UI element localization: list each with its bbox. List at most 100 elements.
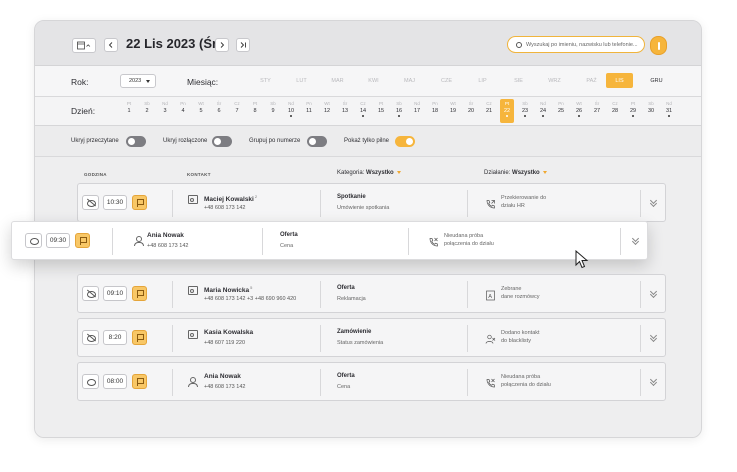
month-lut[interactable]: LUT xyxy=(296,77,307,84)
month-mar[interactable]: MAR xyxy=(331,77,344,84)
toggle-group-by-number[interactable] xyxy=(307,136,327,147)
weekday-label: Sb xyxy=(396,101,402,106)
contact-name[interactable]: Maria Nowicka5 xyxy=(204,285,252,294)
day-2[interactable]: Sb 2 xyxy=(140,99,154,123)
action-filter[interactable]: Działanie: Wszystko xyxy=(484,170,547,176)
day-number: 1 xyxy=(127,108,131,114)
toggle-hide-read[interactable] xyxy=(126,136,146,147)
category-name: Oferta xyxy=(337,373,355,379)
day-4[interactable]: Pn 4 xyxy=(176,99,190,123)
day-27[interactable]: Śr 27 xyxy=(590,99,604,123)
filter-toggles-row: Ukryj przeczytane Ukryj rozłączone Grupu… xyxy=(35,126,701,157)
chevron-down-icon[interactable] xyxy=(650,289,658,299)
eye-off-icon[interactable] xyxy=(82,330,99,345)
month-wrz[interactable]: WRZ xyxy=(548,77,561,84)
day-16[interactable]: Sb 16 xyxy=(392,99,406,123)
month-paź[interactable]: PAŹ xyxy=(586,77,597,84)
month-cze[interactable]: CZE xyxy=(441,77,452,84)
jump-to-today-button[interactable] xyxy=(236,38,250,52)
eye-off-icon[interactable] xyxy=(82,286,99,301)
day-7[interactable]: Cz 7 xyxy=(230,99,244,123)
toggle-hide-disconnected[interactable] xyxy=(212,136,232,147)
day-12[interactable]: Wt 12 xyxy=(320,99,334,123)
weekday-label: Nd xyxy=(666,101,672,106)
action-filter-label: Działanie: xyxy=(484,170,511,176)
day-15[interactable]: Pt 15 xyxy=(374,99,388,123)
divider xyxy=(467,369,468,396)
day-3[interactable]: Nd 3 xyxy=(158,99,172,123)
chevron-down-icon[interactable] xyxy=(650,333,658,343)
category-filter[interactable]: Kategoria: Wszystko xyxy=(337,170,401,176)
day-26[interactable]: Wt 26 xyxy=(572,99,586,123)
action-line-1: Zebrane xyxy=(501,286,522,292)
flag-icon[interactable] xyxy=(132,195,147,210)
call-row[interactable]: 08:00 Ania Nowak +48 608 173 142 Oferta Cena… xyxy=(77,362,666,401)
month-lip[interactable]: LIP xyxy=(478,77,487,84)
chevron-down-icon[interactable] xyxy=(632,236,640,246)
call-row[interactable]: 09:30 Ania Nowak +48 608 173 142 Oferta Cena… xyxy=(11,221,648,260)
call-row[interactable]: 8:20 Kasia Kowalska +48 607 119 220 Zamówie… xyxy=(77,318,666,357)
day-9[interactable]: Sb 9 xyxy=(266,99,280,123)
day-19[interactable]: Wt 19 xyxy=(446,99,460,123)
day-11[interactable]: Pn 11 xyxy=(302,99,316,123)
day-number: 31 xyxy=(665,108,673,114)
next-day-button[interactable] xyxy=(215,38,229,52)
day-21[interactable]: Cz 21 xyxy=(482,99,496,123)
divider xyxy=(172,325,173,352)
day-number: 9 xyxy=(271,108,275,114)
day-18[interactable]: Pn 18 xyxy=(428,99,442,123)
search-input[interactable]: Wyszukaj po imieniu, nazwisku lub telefo… xyxy=(507,36,645,53)
eye-icon[interactable] xyxy=(25,233,42,248)
month-maj[interactable]: MAJ xyxy=(404,77,415,84)
toggle-only-urgent[interactable] xyxy=(395,136,415,147)
flag-icon[interactable] xyxy=(132,374,147,389)
divider xyxy=(172,369,173,396)
previous-day-button[interactable] xyxy=(104,38,118,52)
flag-icon[interactable] xyxy=(132,286,147,301)
day-14[interactable]: Cz 14 xyxy=(356,99,370,123)
flag-icon[interactable] xyxy=(75,233,90,248)
day-5[interactable]: Wt 5 xyxy=(194,99,208,123)
has-calls-dot xyxy=(524,115,526,117)
day-25[interactable]: Pn 25 xyxy=(554,99,568,123)
day-30[interactable]: Sb 30 xyxy=(644,99,658,123)
month-gru[interactable]: GRU xyxy=(650,77,663,84)
year-select[interactable]: 2023 xyxy=(120,74,156,88)
weekday-label: Sb xyxy=(144,101,150,106)
urgent-alert-button[interactable] xyxy=(650,36,667,55)
day-28[interactable]: Cz 28 xyxy=(608,99,622,123)
day-31[interactable]: Nd 31 xyxy=(662,99,676,123)
day-23[interactable]: Sb 23 xyxy=(518,99,532,123)
day-number: 8 xyxy=(253,108,257,114)
day-13[interactable]: Śr 13 xyxy=(338,99,352,123)
calendar-toggle-button[interactable] xyxy=(72,38,96,53)
chevron-down-icon[interactable] xyxy=(650,198,658,208)
contact-name[interactable]: Ania Nowak xyxy=(204,373,241,380)
month-kwi[interactable]: KWI xyxy=(368,77,379,84)
day-6[interactable]: Śr 6 xyxy=(212,99,226,123)
call-row[interactable]: 09:10 Maria Nowicka5 +48 608 173 142 +3 +4… xyxy=(77,274,666,313)
day-10[interactable]: Nd 10 xyxy=(284,99,298,123)
contact-name[interactable]: Maciej Kowalski2 xyxy=(204,194,257,203)
day-24[interactable]: Nd 24 xyxy=(536,99,550,123)
day-20[interactable]: Śr 20 xyxy=(464,99,478,123)
chevron-down-icon[interactable] xyxy=(650,377,658,387)
day-17[interactable]: Nd 17 xyxy=(410,99,424,123)
flag-icon[interactable] xyxy=(132,330,147,345)
day-number: 19 xyxy=(449,108,457,114)
contact-name[interactable]: Kasia Kowalska xyxy=(204,329,253,336)
has-calls-dot xyxy=(398,115,400,117)
day-22[interactable]: Pt 22 xyxy=(500,99,514,123)
month-sie[interactable]: SIE xyxy=(514,77,523,84)
eye-icon[interactable] xyxy=(82,374,99,389)
day-1[interactable]: Pt 1 xyxy=(122,99,136,123)
call-row[interactable]: 10:30 Maciej Kowalski2 +48 608 173 142 Spot… xyxy=(77,183,666,222)
day-29[interactable]: Pt 29 xyxy=(626,99,640,123)
month-lis[interactable]: LIS xyxy=(606,73,633,88)
day-number: 15 xyxy=(377,108,385,114)
day-8[interactable]: Pt 8 xyxy=(248,99,262,123)
day-row: Dzień: Pt 1 Sb 2 Nd 3 Pn 4 Wt 5 Śr 6 Cz 7 Pt 8 Sb 9 Nd 10 Pn… xyxy=(35,97,701,126)
month-sty[interactable]: STY xyxy=(260,77,271,84)
contact-name[interactable]: Ania Nowak xyxy=(147,232,184,239)
eye-off-icon[interactable] xyxy=(82,195,99,210)
